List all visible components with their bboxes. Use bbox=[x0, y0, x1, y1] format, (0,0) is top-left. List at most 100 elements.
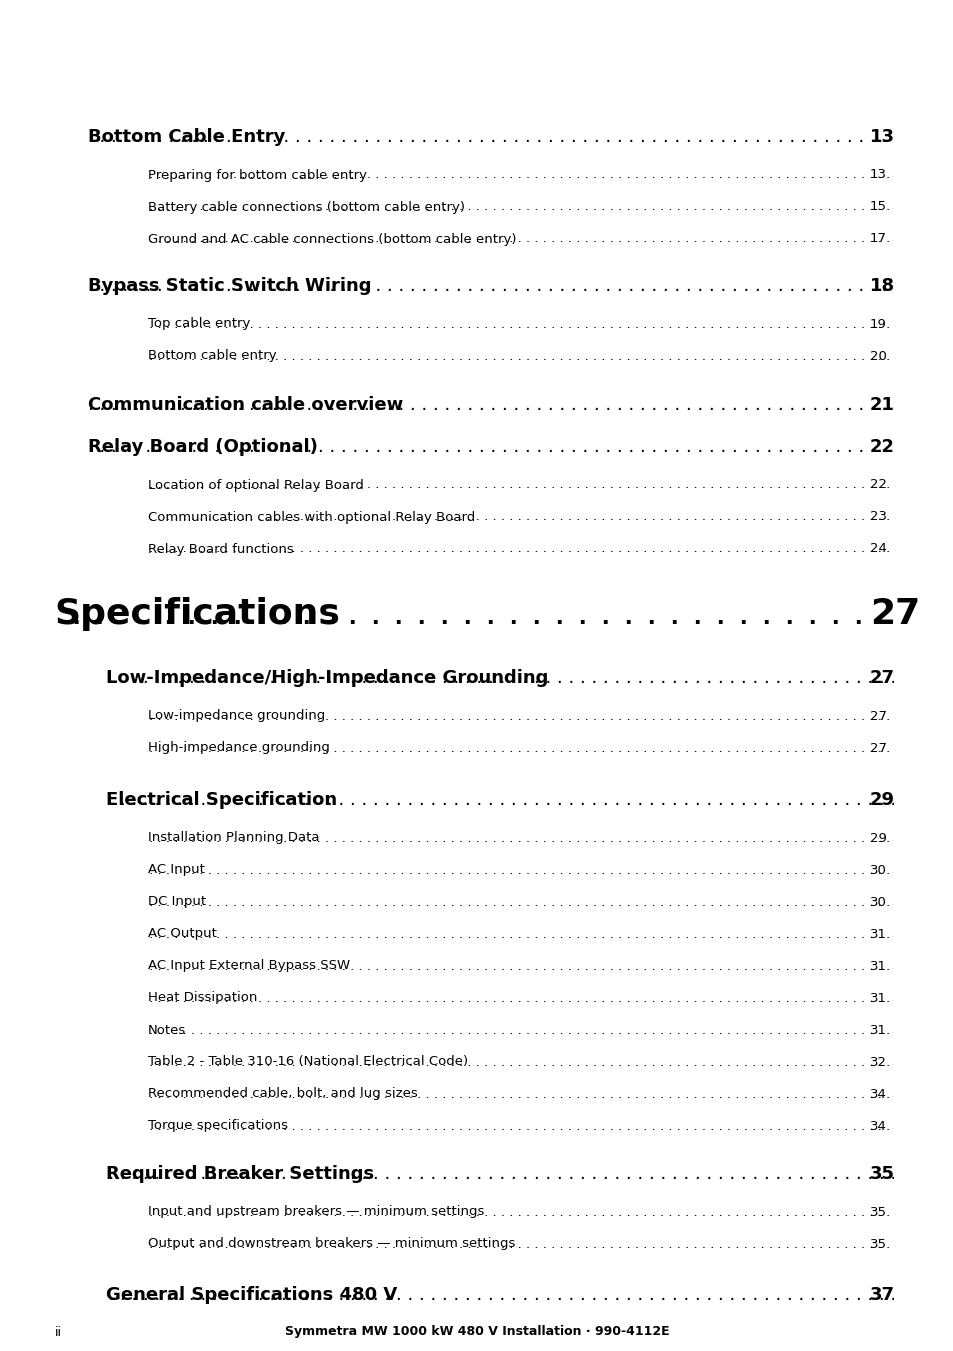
Bar bbox=[893, 1016, 953, 1044]
Bar bbox=[0, 1281, 107, 1309]
Text: 35: 35 bbox=[869, 1165, 894, 1183]
Bar bbox=[893, 703, 953, 730]
Bar bbox=[893, 1198, 953, 1225]
Text: Symmetra MW 1000 kW 480 V Installation · 990-4112E: Symmetra MW 1000 kW 480 V Installation ·… bbox=[284, 1325, 669, 1339]
Text: Input and upstream breakers — minimum settings: Input and upstream breakers — minimum se… bbox=[148, 1205, 484, 1219]
Bar bbox=[893, 1281, 953, 1309]
Text: Recommended cable, bolt, and lug sizes: Recommended cable, bolt, and lug sizes bbox=[148, 1088, 417, 1101]
Bar bbox=[893, 193, 953, 222]
Text: 37: 37 bbox=[869, 1286, 894, 1304]
Bar bbox=[0, 952, 149, 979]
Bar bbox=[893, 1229, 953, 1258]
Bar bbox=[893, 1112, 953, 1140]
Bar bbox=[893, 920, 953, 948]
Bar bbox=[0, 888, 149, 916]
Text: . . . . . . . . . . . . . . . . . . . . . . . . . . . . . . . . . . . . . . . . : . . . . . . . . . . . . . . . . . . . . … bbox=[0, 790, 953, 809]
Text: 13: 13 bbox=[869, 128, 894, 146]
Text: . . . . . . . . . . . . . . . . . . . . . . . . . . . . . . . . . . . . . . . . : . . . . . . . . . . . . . . . . . . . . … bbox=[0, 831, 953, 844]
Text: Notes: Notes bbox=[148, 1024, 186, 1036]
Bar bbox=[893, 888, 953, 916]
Bar bbox=[0, 857, 149, 884]
Text: 30: 30 bbox=[869, 863, 886, 877]
Bar bbox=[0, 1229, 149, 1258]
Bar bbox=[893, 1048, 953, 1075]
Bar bbox=[893, 309, 953, 338]
Bar bbox=[0, 309, 149, 338]
Text: . . . . . . . . . . . . . . . . . . . . . . . . . . . . . . . . . . . . . . . . : . . . . . . . . . . . . . . . . . . . . … bbox=[0, 992, 953, 1005]
Text: 21: 21 bbox=[869, 396, 894, 413]
Text: . . . . . . . . . . . . . . . . . . . . . . . . . . . . . . . . . . . . . . . . : . . . . . . . . . . . . . . . . . . . . … bbox=[0, 1205, 953, 1219]
Text: 13: 13 bbox=[869, 169, 886, 181]
Bar bbox=[893, 471, 953, 499]
Bar bbox=[0, 1016, 149, 1044]
Text: 35: 35 bbox=[869, 1238, 886, 1251]
Text: Communication cable overview: Communication cable overview bbox=[88, 396, 403, 413]
Text: 22: 22 bbox=[869, 438, 894, 457]
Text: 31: 31 bbox=[869, 1024, 886, 1036]
Text: 15: 15 bbox=[869, 200, 886, 213]
Text: 27: 27 bbox=[869, 709, 886, 723]
Bar bbox=[0, 1161, 107, 1188]
Text: . . . . . . . . . . . . . . . . . . . . . . . . . . . . . . . . . . . . . . . . : . . . . . . . . . . . . . . . . . . . . … bbox=[0, 1120, 953, 1132]
Bar bbox=[0, 161, 149, 189]
Text: 34: 34 bbox=[869, 1120, 886, 1132]
Bar bbox=[893, 390, 953, 419]
Bar bbox=[893, 984, 953, 1012]
Text: . . . . . . . . . . . . . . . . . . . . . . . . . . . . . . . . . . . . . . . . : . . . . . . . . . . . . . . . . . . . . … bbox=[0, 277, 953, 295]
Text: 19: 19 bbox=[869, 317, 886, 331]
Text: . . . . . . . . . . . . . . . . . . . . . . . . . . . . . . . . . . . . . . . . : . . . . . . . . . . . . . . . . . . . . … bbox=[0, 511, 953, 523]
Text: 20: 20 bbox=[869, 350, 886, 362]
Text: 22: 22 bbox=[869, 478, 886, 492]
Text: Preparing for bottom cable entry: Preparing for bottom cable entry bbox=[148, 169, 367, 181]
Text: Relay Board (Optional): Relay Board (Optional) bbox=[88, 438, 317, 457]
Text: . . . . . . . . . . . . . . . . . . . . . . . . . . . . . . . . . . . . . . . . : . . . . . . . . . . . . . . . . . . . . … bbox=[0, 742, 953, 754]
Bar bbox=[0, 920, 149, 948]
Text: . . . . . . . . . . . . . . . . . . . . . . . . . . . . . . . . . . . . . . . . : . . . . . . . . . . . . . . . . . . . . … bbox=[0, 959, 953, 973]
Text: DC Input: DC Input bbox=[148, 896, 206, 908]
Text: 17: 17 bbox=[869, 232, 886, 246]
Bar bbox=[893, 1079, 953, 1108]
Text: . . . . . . . . . . . . . . . . . . . . . . . . . . . . . . . . . . . . . . . . : . . . . . . . . . . . . . . . . . . . . … bbox=[0, 1286, 953, 1304]
Text: Torque specifications: Torque specifications bbox=[148, 1120, 288, 1132]
Bar bbox=[893, 824, 953, 852]
Bar bbox=[893, 734, 953, 762]
Text: High-impedance grounding: High-impedance grounding bbox=[148, 742, 330, 754]
Text: Location of optional Relay Board: Location of optional Relay Board bbox=[148, 478, 363, 492]
Text: AC Input External Bypass SSW: AC Input External Bypass SSW bbox=[148, 959, 350, 973]
Text: ii: ii bbox=[55, 1325, 62, 1339]
Bar bbox=[893, 161, 953, 189]
Text: Bypass Static Switch Wiring: Bypass Static Switch Wiring bbox=[88, 277, 371, 295]
Text: . . . . . . . . . . . . . . . . . . . . . . . . . . . . . . . . . . . . . . . . : . . . . . . . . . . . . . . . . . . . . … bbox=[0, 863, 953, 877]
Bar bbox=[0, 1079, 149, 1108]
Text: 27: 27 bbox=[869, 742, 886, 754]
Text: Bottom Cable Entry: Bottom Cable Entry bbox=[88, 128, 285, 146]
Text: 31: 31 bbox=[869, 928, 886, 940]
Text: 31: 31 bbox=[869, 959, 886, 973]
Bar bbox=[0, 663, 107, 692]
Text: Output and downstream breakers — minimum settings: Output and downstream breakers — minimum… bbox=[148, 1238, 515, 1251]
Text: Top cable entry: Top cable entry bbox=[148, 317, 250, 331]
Text: AC Output: AC Output bbox=[148, 928, 216, 940]
Text: 34: 34 bbox=[869, 1088, 886, 1101]
Bar bbox=[893, 123, 953, 151]
Text: 23: 23 bbox=[869, 511, 886, 523]
Text: 30: 30 bbox=[869, 896, 886, 908]
Text: Required Breaker Settings: Required Breaker Settings bbox=[106, 1165, 374, 1183]
Bar bbox=[893, 272, 953, 300]
Bar bbox=[0, 193, 149, 222]
Text: . . . . . . . . . . . . . . . . . . . . . . . . . . . . . . . . . . . . . . . . : . . . . . . . . . . . . . . . . . . . . … bbox=[0, 1238, 953, 1251]
Bar bbox=[0, 703, 149, 730]
Text: 27: 27 bbox=[869, 669, 894, 688]
Bar bbox=[0, 390, 89, 419]
Bar bbox=[0, 226, 149, 253]
Text: . . . . . . . . . . . . . . . . . . . . . . . . . . . . . . . . . . . . . . . . : . . . . . . . . . . . . . . . . . . . . … bbox=[0, 709, 953, 723]
Text: 32: 32 bbox=[869, 1055, 886, 1069]
Bar bbox=[893, 786, 953, 815]
Text: . . . . . . . . . . . . . . . . . . . . . . . . . . . . . . . . . . . . . . . . : . . . . . . . . . . . . . . . . . . . . … bbox=[0, 543, 953, 555]
Bar bbox=[893, 952, 953, 979]
Bar bbox=[0, 1048, 149, 1075]
Bar bbox=[0, 123, 89, 151]
Bar bbox=[0, 734, 149, 762]
Text: Communication cables with optional Relay Board: Communication cables with optional Relay… bbox=[148, 511, 475, 523]
Bar bbox=[893, 857, 953, 884]
